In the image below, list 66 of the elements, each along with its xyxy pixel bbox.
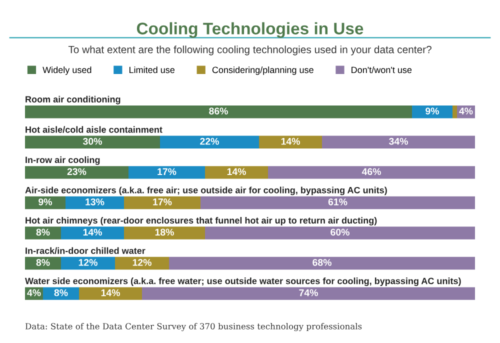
bar bbox=[25, 166, 128, 179]
legend-label: Don't/won't use bbox=[352, 66, 412, 74]
bar bbox=[259, 136, 322, 149]
data-label: 14% bbox=[83, 228, 102, 236]
bar bbox=[61, 226, 124, 240]
chart-subtitle: To what extent are the following cooling technologies used in your data center? bbox=[68, 46, 432, 56]
data-label: 9% bbox=[426, 108, 440, 114]
bar bbox=[25, 196, 66, 210]
data-label: 14% bbox=[227, 168, 246, 176]
data-label: 60% bbox=[330, 228, 350, 236]
data-label: 4% bbox=[459, 108, 473, 114]
data-label: 22% bbox=[200, 138, 219, 145]
y-tick-label: Hot air chimneys (rear-door enclosures that funnel hot air up to return air ducting) bbox=[26, 216, 377, 226]
y-tick-label: In-rack/in-door chilled water bbox=[26, 247, 146, 254]
data-label: 46% bbox=[362, 168, 381, 176]
bar bbox=[160, 136, 259, 149]
bar bbox=[61, 256, 115, 270]
data-label: 17% bbox=[153, 198, 172, 206]
data-label: 18% bbox=[155, 228, 174, 236]
bar bbox=[142, 287, 475, 300]
data-label: 14% bbox=[101, 289, 120, 296]
data-label: 61% bbox=[328, 198, 348, 206]
data-label: 12% bbox=[132, 259, 152, 266]
bar bbox=[412, 106, 452, 118]
bar bbox=[205, 166, 268, 179]
bar bbox=[66, 196, 124, 210]
data-label: 34% bbox=[388, 138, 408, 145]
bar bbox=[205, 226, 475, 240]
y-tick-label: Room air conditioning bbox=[26, 96, 120, 104]
data-label: 13% bbox=[86, 198, 104, 206]
legend-label: Limited use bbox=[129, 66, 175, 74]
data-label: 8% bbox=[54, 289, 68, 296]
data-label: 9% bbox=[38, 198, 52, 206]
y-tick-label: Air-side economizers (a.k.a. free air; use outside air for cooling, bypassing AC units) bbox=[25, 186, 387, 196]
data-label: 30% bbox=[82, 138, 102, 145]
text: Data: State of the Data Center Survey of 370 business technology professionals bbox=[25, 322, 362, 332]
bar bbox=[169, 256, 475, 270]
legend-label: Widely used bbox=[42, 66, 92, 75]
y-tick-label: Hot aisle/cold aisle containment bbox=[26, 126, 162, 133]
bar bbox=[200, 196, 475, 210]
bar bbox=[268, 166, 475, 179]
bar bbox=[124, 196, 200, 210]
data-label: 86% bbox=[209, 108, 228, 114]
bar bbox=[124, 226, 205, 240]
chart-title: Cooling Technologies in Use bbox=[136, 22, 364, 38]
data-label: 74% bbox=[299, 289, 318, 296]
bar bbox=[322, 136, 475, 149]
bar bbox=[128, 166, 205, 179]
bar bbox=[115, 256, 169, 270]
bar bbox=[25, 106, 412, 118]
bar bbox=[25, 136, 160, 149]
data-label: 4% bbox=[27, 289, 41, 296]
bar bbox=[79, 287, 142, 300]
data-label: 68% bbox=[312, 259, 332, 266]
y-tick-label: Water side economizers (a.k.a. free water; use outside water sources for cooling, bypassing AC units) bbox=[25, 278, 461, 286]
data-label: 8% bbox=[36, 259, 50, 266]
bar bbox=[43, 287, 79, 300]
legend-label: Considering/planning use bbox=[212, 66, 314, 75]
data-label: 12% bbox=[78, 259, 98, 266]
bar bbox=[25, 226, 61, 240]
bar bbox=[452, 106, 457, 118]
y-tick-label: In-row air cooling bbox=[26, 156, 100, 165]
data-label: 17% bbox=[158, 168, 176, 176]
data-label: 23% bbox=[67, 168, 86, 176]
data-label: 8% bbox=[36, 228, 50, 236]
data-label: 14% bbox=[281, 138, 300, 145]
